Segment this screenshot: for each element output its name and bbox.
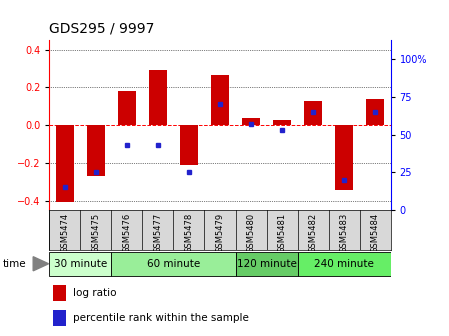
Text: GSM5479: GSM5479 [216,213,224,253]
Text: GSM5474: GSM5474 [61,213,70,253]
Text: GSM5480: GSM5480 [247,213,255,253]
Text: GSM5481: GSM5481 [277,213,286,253]
Bar [335,125,353,190]
Text: GSM5475: GSM5475 [92,213,101,253]
FancyBboxPatch shape [49,252,111,276]
Bar [118,91,136,125]
Text: GSM5482: GSM5482 [308,213,317,253]
Text: time: time [2,259,26,269]
Bar [53,310,66,326]
Text: log ratio: log ratio [73,288,117,298]
FancyBboxPatch shape [298,252,391,276]
Bar [180,125,198,165]
Bar [56,125,74,203]
Bar [366,99,384,125]
Text: percentile rank within the sample: percentile rank within the sample [73,313,249,323]
Text: 60 minute: 60 minute [147,259,200,269]
Bar [53,285,66,301]
FancyBboxPatch shape [111,252,236,276]
Text: GDS295 / 9997: GDS295 / 9997 [49,21,155,35]
Text: GSM5484: GSM5484 [370,213,379,253]
Text: 120 minute: 120 minute [237,259,296,269]
Bar [87,125,105,176]
Polygon shape [33,257,48,271]
Bar [211,75,229,125]
FancyBboxPatch shape [236,252,298,276]
Text: GSM5478: GSM5478 [185,213,194,253]
Text: 240 minute: 240 minute [314,259,374,269]
Text: GSM5476: GSM5476 [123,213,132,253]
Text: 30 minute: 30 minute [54,259,107,269]
Bar [149,70,167,125]
Text: GSM5483: GSM5483 [339,213,348,253]
Text: GSM5477: GSM5477 [154,213,163,253]
Bar [273,120,291,125]
Bar [304,101,322,125]
Bar [242,118,260,125]
